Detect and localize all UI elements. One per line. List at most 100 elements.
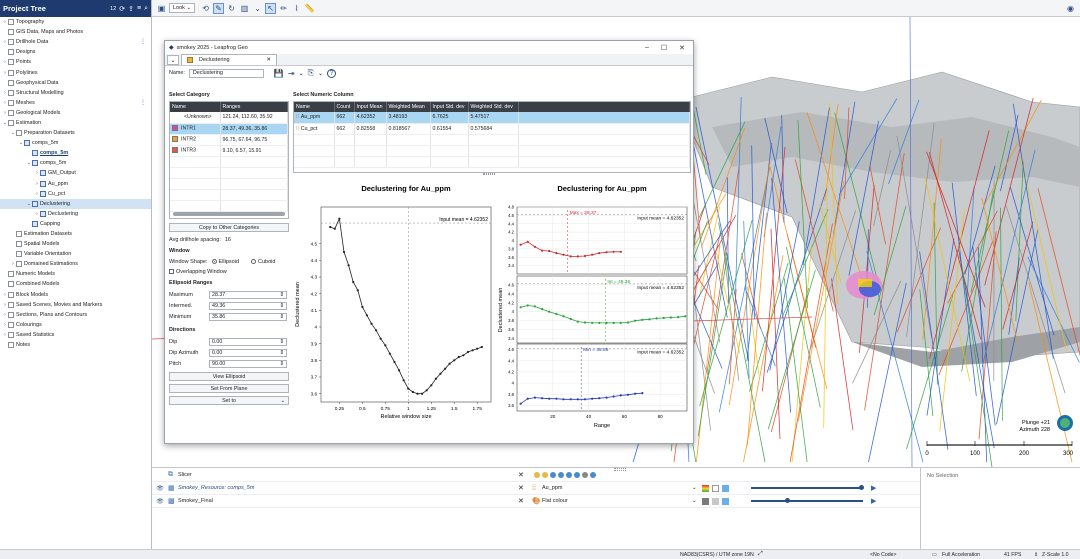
- tree-item[interactable]: ⌄ Declustering: [0, 198, 151, 209]
- tree-item[interactable]: Notes: [0, 340, 151, 350]
- transparency-slider[interactable]: [751, 485, 864, 490]
- chevron-icon[interactable]: ›: [4, 301, 6, 308]
- share-icon[interactable]: ⎘: [307, 68, 314, 77]
- numeric-spinbox[interactable]: 49.36 ⇕: [209, 301, 287, 310]
- chevron-down-icon[interactable]: ⌄: [692, 498, 697, 504]
- pencil-icon[interactable]: ✏: [280, 3, 287, 13]
- chevron-icon[interactable]: ⌄: [26, 200, 32, 207]
- share-icon[interactable]: ⇪: [128, 5, 134, 13]
- select-pointer-icon[interactable]: ↖: [265, 2, 277, 14]
- remove-icon[interactable]: ✕: [518, 498, 524, 505]
- chevron-down-icon[interactable]: ⌄: [692, 485, 697, 491]
- tree-item[interactable]: › Block Models: [0, 290, 151, 300]
- window-icon[interactable]: ▣: [157, 3, 166, 13]
- category-row[interactable]: INTR2 96.75, 67.64, 96.75: [170, 134, 288, 146]
- play-icon[interactable]: ▶: [871, 498, 877, 505]
- tree-item[interactable]: › Saved Scenes, Movies and Markers: [0, 300, 151, 310]
- colour-swatch-blue[interactable]: [722, 497, 729, 505]
- rotate-tool-icon[interactable]: ⟲: [202, 3, 209, 13]
- chevron-icon[interactable]: ⌄: [2, 119, 8, 126]
- tree-item[interactable]: › Domained Estimations: [0, 259, 151, 269]
- category-colour-swatch[interactable]: [172, 136, 178, 143]
- numeric-spinbox[interactable]: 90.00 ⇕: [209, 359, 287, 368]
- colouring-dropdown[interactable]: Au_ppm: [542, 485, 563, 491]
- slicer-mode-icon[interactable]: [590, 472, 596, 478]
- chevron-icon[interactable]: ›: [4, 89, 6, 96]
- category-colour-swatch[interactable]: [172, 125, 178, 132]
- search-icon[interactable]: ⌕: [144, 4, 148, 12]
- tree-item[interactable]: ⌄ comps_5m: [0, 158, 151, 168]
- ellipsoid-radio[interactable]: Ellipsoid: [211, 259, 239, 265]
- tree-item[interactable]: › Sections, Plans and Contours: [0, 310, 151, 320]
- export-icon[interactable]: ⇥: [287, 68, 295, 78]
- category-row[interactable]: <Unknown> 121.24, 112.60, 35.92: [170, 112, 288, 124]
- numeric-col-header[interactable]: Weighted Mean: [386, 102, 431, 112]
- tree-item[interactable]: Spatial Models: [0, 239, 151, 249]
- numeric-spinbox[interactable]: 35.86 ⇕: [209, 312, 287, 321]
- transparency-slider[interactable]: [751, 498, 863, 503]
- tree-item[interactable]: › Drillhole Data ⋮: [0, 37, 151, 47]
- slicer-mode-icon[interactable]: [542, 472, 548, 478]
- tree-item[interactable]: Numeric Models: [0, 269, 151, 279]
- set-to-dropdown[interactable]: Set to ⌄: [169, 396, 289, 405]
- numeric-spinbox[interactable]: 28.37 ⇕: [209, 290, 287, 299]
- numeric-col-header[interactable]: Count: [334, 102, 355, 112]
- tree-item[interactable]: › GM_Output: [0, 168, 151, 178]
- chevron-icon[interactable]: ›: [36, 190, 38, 197]
- chevron-down-icon[interactable]: ⌄: [254, 3, 261, 13]
- category-colour-swatch[interactable]: [172, 147, 178, 154]
- play-icon[interactable]: ▶: [871, 485, 877, 492]
- chevron-icon[interactable]: ⌄: [10, 130, 16, 137]
- tree-item[interactable]: › Structural Modelling: [0, 88, 151, 98]
- remove-icon[interactable]: ✕: [518, 485, 524, 492]
- slicer-mode-icon[interactable]: [582, 472, 588, 478]
- tree-item[interactable]: › Geological Models: [0, 108, 151, 118]
- cycle-icon[interactable]: ↻: [228, 3, 235, 13]
- chevron-icon[interactable]: ›: [4, 311, 6, 318]
- slicer-mode-icon[interactable]: [558, 472, 564, 478]
- view-ellipsoid-button[interactable]: View Ellipsoid: [169, 372, 289, 381]
- numeric-col-header[interactable]: Weighted Std. dev: [468, 102, 519, 112]
- polyline-icon[interactable]: ⌇: [294, 3, 299, 13]
- camera-icon[interactable]: ◉: [1067, 3, 1074, 13]
- cuboid-radio[interactable]: Cuboid: [251, 259, 275, 265]
- slicer-mode-icon[interactable]: [574, 472, 580, 478]
- shown-item-row[interactable]: 👁 ▩ Smokey_Final ✕ 🎨 Flat colour ⌄ ▶: [152, 495, 920, 508]
- spinner-arrows-icon[interactable]: ⇕: [279, 313, 284, 320]
- numeric-row[interactable]: ⁞⁞ Au_ppm 662 4.62352 3.48193 6.7625 5.47517: [294, 112, 690, 124]
- chevron-icon[interactable]: ›: [12, 261, 14, 268]
- slicer-mode-icon[interactable]: [534, 472, 540, 478]
- category-row[interactable]: INTR1 28.37, 49.36, 35.86: [170, 123, 288, 135]
- colour-swatch[interactable]: [702, 497, 709, 505]
- category-row[interactable]: INTR3 9.10, 6.57, 15.91: [170, 145, 288, 157]
- panel-splitter[interactable]: [614, 468, 626, 471]
- chevron-icon[interactable]: ›: [4, 69, 6, 76]
- shown-item-row[interactable]: 👁 ▦ Smokey_Resource: comps_5m ✕ ⁞⁞ Au_ppm ⌄ ▶: [152, 482, 920, 495]
- tree-item[interactable]: GIS Data, Maps and Photos: [0, 27, 151, 37]
- chevron-icon[interactable]: ›: [4, 99, 6, 106]
- look-dropdown[interactable]: Look ⌄: [169, 3, 196, 13]
- slice-icon[interactable]: ▥: [240, 3, 249, 13]
- horizontal-scrollbar[interactable]: [173, 212, 285, 216]
- tree-item[interactable]: ⌄ Preparation Datasets: [0, 128, 151, 138]
- chevron-icon[interactable]: ›: [4, 331, 6, 338]
- tree-item[interactable]: › Polylines: [0, 67, 151, 77]
- chevron-icon[interactable]: ›: [4, 39, 6, 46]
- name-input[interactable]: Declustering: [188, 68, 264, 78]
- tree-item[interactable]: ⌄ Estimation: [0, 118, 151, 128]
- spinner-arrows-icon[interactable]: ⇕: [279, 349, 284, 356]
- tab-close-icon[interactable]: ✕: [266, 57, 271, 63]
- spinner-arrows-icon[interactable]: ⇕: [279, 302, 284, 309]
- chevron-icon[interactable]: ›: [4, 19, 6, 26]
- tree-item[interactable]: ⌄ comps_5m: [0, 138, 151, 148]
- crs-readout[interactable]: NAD83(CSRS) / UTM zone 19N: [680, 552, 754, 558]
- eye-icon[interactable]: 👁: [156, 485, 164, 492]
- chevron-icon[interactable]: ›: [4, 109, 6, 116]
- zscale-readout[interactable]: Z-Scale 1.0: [1042, 552, 1069, 558]
- tree-item[interactable]: › Points: [0, 57, 151, 67]
- chevron-icon[interactable]: ›: [4, 321, 6, 328]
- overlapping-window-checkbox[interactable]: Overlapping Window: [169, 269, 227, 275]
- numeric-col-header[interactable]: Input Std. dev: [430, 102, 469, 112]
- chevron-icon[interactable]: ›: [36, 180, 38, 187]
- save-icon[interactable]: 💾: [273, 68, 284, 78]
